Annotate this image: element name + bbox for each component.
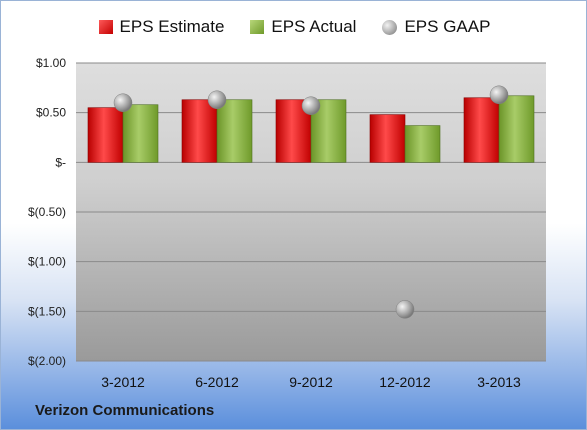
- y-tick-label: $1.00: [36, 56, 66, 70]
- y-tick-label: $(1.50): [28, 304, 66, 318]
- x-tick-label: 12-2012: [379, 374, 431, 390]
- point-eps-gaap: [207, 90, 227, 110]
- bar-eps-estimate: [181, 99, 218, 163]
- y-tick-label: $(0.50): [28, 205, 66, 219]
- legend-item-actual: EPS Actual: [250, 17, 356, 37]
- legend-label-actual: EPS Actual: [271, 17, 357, 36]
- point-eps-gaap: [301, 96, 321, 115]
- gaap-points: [113, 85, 509, 319]
- bar-eps-actual: [404, 125, 441, 163]
- bar-eps-actual: [122, 104, 159, 163]
- point-eps-gaap: [489, 85, 509, 105]
- y-axis: $1.00 $0.50 $- $(0.50) $(1.00) $(1.50) $(2.00): [28, 56, 66, 368]
- legend-item-estimate: EPS Estimate: [98, 17, 225, 37]
- y-tick-label: $0.50: [36, 106, 66, 120]
- y-tick-label: $(2.00): [28, 354, 66, 368]
- x-tick-label: 6-2012: [195, 374, 239, 390]
- bar-eps-actual: [498, 95, 535, 163]
- legend-item-gaap: EPS GAAP: [382, 17, 490, 37]
- bars: [87, 95, 535, 163]
- x-tick-label: 3-2012: [101, 374, 145, 390]
- bar-eps-actual: [216, 99, 253, 163]
- company-name: Verizon Communications: [35, 402, 215, 419]
- bar-eps-estimate: [463, 97, 500, 163]
- legend-swatch-actual: [250, 20, 265, 34]
- x-tick-label: 3-2013: [477, 374, 521, 390]
- legend-swatch-estimate: [98, 20, 113, 34]
- y-tick-label: $(1.00): [28, 255, 66, 269]
- legend-label-estimate: EPS Estimate: [119, 17, 225, 36]
- legend-swatch-gaap: [382, 19, 398, 35]
- bar-eps-estimate: [369, 114, 406, 163]
- x-axis: 3-2012 6-2012 9-2012 12-2012 3-2013: [101, 374, 521, 390]
- x-tick-label: 9-2012: [289, 374, 333, 390]
- point-eps-gaap: [113, 93, 133, 112]
- legend: EPS Estimate EPS Actual EPS GAAP: [1, 17, 586, 37]
- point-eps-gaap: [395, 300, 415, 319]
- y-tick-label: $-: [55, 155, 66, 169]
- legend-label-gaap: EPS GAAP: [404, 17, 491, 36]
- bar-eps-estimate: [87, 107, 124, 163]
